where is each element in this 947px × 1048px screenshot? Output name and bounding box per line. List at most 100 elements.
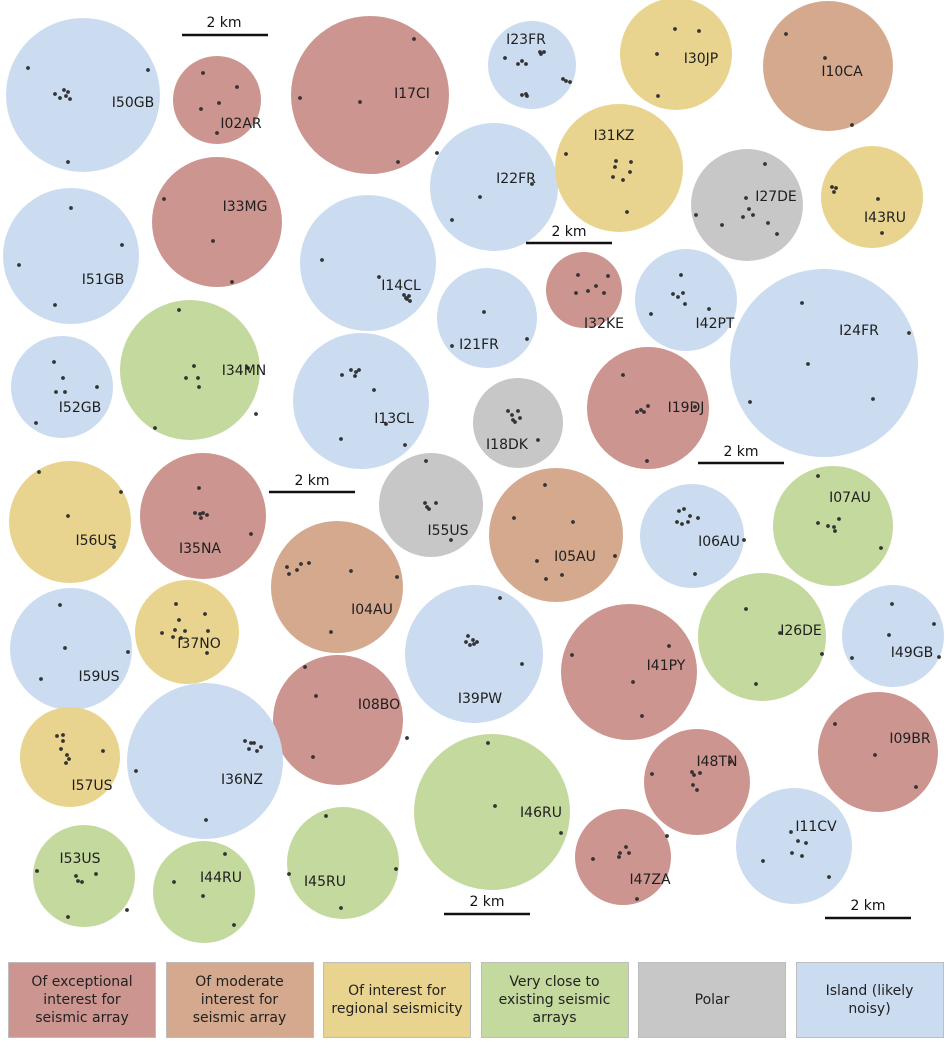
station-i18dk: I18DK bbox=[473, 378, 563, 468]
sensor-dot bbox=[516, 62, 520, 66]
sensor-dot bbox=[402, 293, 406, 297]
sensor-dot bbox=[667, 644, 671, 648]
sensor-dot bbox=[61, 739, 65, 743]
sensor-dot bbox=[54, 390, 58, 394]
sensor-dot bbox=[486, 741, 490, 745]
sensor-dot bbox=[559, 831, 563, 835]
sensor-dot bbox=[512, 516, 516, 520]
sensor-dot bbox=[66, 514, 70, 518]
station-label: I30JP bbox=[684, 51, 719, 67]
sensor-dot bbox=[820, 652, 824, 656]
sensor-dot bbox=[171, 635, 175, 639]
station-i57us: I57US bbox=[20, 707, 120, 807]
station-i19dj: I19DJ bbox=[587, 347, 709, 469]
station-circle bbox=[587, 347, 709, 469]
sensor-dot bbox=[211, 239, 215, 243]
sensor-dot bbox=[876, 197, 880, 201]
station-i21fr: I21FR bbox=[437, 268, 537, 368]
sensor-dot bbox=[830, 185, 834, 189]
sensor-dot bbox=[642, 410, 646, 414]
sensor-dot bbox=[396, 160, 400, 164]
sensor-dot bbox=[63, 390, 67, 394]
station-label: I45RU bbox=[304, 874, 346, 890]
station-i23fr: I23FR bbox=[488, 21, 576, 109]
sensor-dot bbox=[64, 94, 68, 98]
sensor-dot bbox=[246, 366, 250, 370]
sensor-dot bbox=[694, 213, 698, 217]
sensor-dot bbox=[17, 263, 21, 267]
sensor-dot bbox=[217, 101, 221, 105]
sensor-dot bbox=[850, 656, 854, 660]
sensor-dot bbox=[693, 572, 697, 576]
station-circle bbox=[120, 300, 260, 440]
sensor-dot bbox=[324, 814, 328, 818]
sensor-dot bbox=[468, 643, 472, 647]
sensor-dot bbox=[680, 522, 684, 526]
sensor-dot bbox=[174, 602, 178, 606]
sensor-dot bbox=[405, 736, 409, 740]
sensor-dot bbox=[890, 602, 894, 606]
sensor-dot bbox=[823, 56, 827, 60]
station-i32ke: I32KE bbox=[546, 252, 624, 332]
sensor-dot bbox=[464, 640, 468, 644]
station-circle bbox=[489, 468, 623, 602]
sensor-dot bbox=[561, 77, 565, 81]
sensor-dot bbox=[516, 409, 520, 413]
legend-label: Of moderate interest for seismic array bbox=[192, 974, 287, 1026]
sensor-dot bbox=[62, 88, 66, 92]
sensor-dot bbox=[472, 642, 476, 646]
sensor-dot bbox=[177, 618, 181, 622]
station-label: I50GB bbox=[112, 95, 154, 111]
sensor-dot bbox=[120, 243, 124, 247]
sensor-dot bbox=[728, 760, 732, 764]
sensor-dot bbox=[252, 741, 256, 745]
sensor-dot bbox=[61, 376, 65, 380]
sensor-dot bbox=[184, 376, 188, 380]
sensor-dot bbox=[179, 636, 183, 640]
sensor-dot bbox=[201, 894, 205, 898]
station-label: I07AU bbox=[829, 490, 871, 506]
sensor-dot bbox=[543, 483, 547, 487]
station-label: I02AR bbox=[220, 116, 262, 132]
station-i08bo: I08BO bbox=[273, 655, 409, 785]
sensor-dot bbox=[358, 100, 362, 104]
sensor-dot bbox=[635, 410, 639, 414]
station-i10ca: I10CA bbox=[763, 1, 893, 131]
station-label: I17CI bbox=[394, 86, 430, 102]
sensor-dot bbox=[618, 851, 622, 855]
sensor-dot bbox=[197, 385, 201, 389]
station-i59us: I59US bbox=[10, 588, 132, 710]
sensor-dot bbox=[353, 374, 357, 378]
sensor-dot bbox=[591, 857, 595, 861]
sensor-dot bbox=[408, 299, 412, 303]
station-i43ru: I43RU bbox=[821, 146, 923, 248]
station-label: I57US bbox=[71, 778, 112, 794]
station-circle bbox=[818, 692, 938, 812]
legend-label: Island (likely noisy) bbox=[825, 983, 914, 1017]
sensor-dot bbox=[35, 869, 39, 873]
station-circle bbox=[691, 149, 803, 261]
sensor-dot bbox=[671, 292, 675, 296]
station-circle bbox=[135, 580, 239, 684]
sensor-dot bbox=[259, 745, 263, 749]
sensor-dot bbox=[833, 722, 837, 726]
legend-label: Of exceptional interest for seismic arra… bbox=[31, 974, 133, 1026]
station-circle bbox=[405, 585, 543, 723]
station-i47za: I47ZA bbox=[575, 809, 671, 905]
sensor-dot bbox=[646, 404, 650, 408]
station-i55us: I55US bbox=[379, 453, 483, 557]
sensor-dot bbox=[34, 421, 38, 425]
sensor-dot bbox=[655, 52, 659, 56]
sensor-dot bbox=[766, 221, 770, 225]
station-label: I44RU bbox=[200, 870, 242, 886]
sensor-dot bbox=[778, 631, 782, 635]
station-circle bbox=[430, 123, 558, 251]
sensor-dot bbox=[513, 420, 517, 424]
sensor-dot bbox=[520, 59, 524, 63]
sensor-dot bbox=[530, 182, 534, 186]
station-i17ci: I17CI bbox=[291, 16, 449, 174]
station-circle bbox=[437, 268, 537, 368]
station-i45ru: I45RU bbox=[287, 807, 399, 919]
sensor-dot bbox=[751, 213, 755, 217]
sensor-dot bbox=[94, 872, 98, 876]
